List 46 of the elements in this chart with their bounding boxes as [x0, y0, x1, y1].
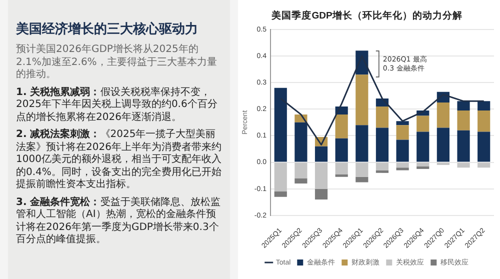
bar	[478, 162, 490, 168]
bar	[396, 168, 409, 170]
bar	[335, 138, 348, 162]
bar	[457, 101, 470, 110]
bar	[356, 176, 368, 182]
bar	[376, 128, 389, 162]
bar	[396, 162, 409, 168]
bar	[457, 162, 470, 168]
bar	[314, 162, 328, 189]
bar	[478, 110, 490, 132]
bar	[457, 130, 470, 162]
text: 1. 关税拖累减弱：假设关税税率保持不变，2025年下半年因关税上调导致的约0.6个百分点的增长拖累将在2026年逐渐消退。	[16, 86, 218, 124]
bar	[376, 106, 389, 128]
bar	[294, 162, 308, 178]
chart-title: 美国季度GDP增长（环比年化）的动力分解	[270, 9, 462, 22]
text: 美国经济增长的三大核心驱动力	[16, 20, 199, 38]
bar	[274, 162, 287, 192]
bar	[274, 192, 287, 197]
bar	[356, 125, 368, 162]
bar	[335, 162, 348, 174]
text: 2. 减税法案刺激：《2025年一揽子大型美丽法案》预计将在2026年上半年为消费者带来约1000亿美元的额外退税，相当于可支配年收入的0.4%。同时，设备支出的完全费用化已开始提振前瞻性资本支出指标。	[16, 129, 222, 192]
bar	[416, 162, 430, 166]
bar	[436, 128, 450, 162]
bar	[294, 178, 308, 184]
bar	[335, 114, 348, 138]
bar	[416, 132, 430, 162]
bar	[274, 88, 287, 162]
bar	[416, 116, 430, 132]
bar	[396, 121, 409, 126]
bar	[314, 188, 328, 200]
bar	[396, 125, 409, 140]
bar	[294, 122, 308, 162]
bar	[478, 132, 490, 162]
bar	[376, 162, 389, 170]
bar	[376, 170, 389, 173]
bar	[457, 110, 470, 130]
bar	[396, 140, 409, 162]
bar	[478, 101, 490, 110]
bar	[335, 174, 348, 177]
text: 3. 金融条件宽松：受益于美联储降息、放松监管和人工智能（AI）热潮，宽松的金融条件预计将在2026年第一季度为GDP增长带来0.3个百分点的峰值提振。	[16, 196, 222, 246]
bar	[314, 146, 328, 162]
bar	[436, 102, 450, 128]
text: 预计美国2026年GDP增长将从2025年的2.1%加速至2.6%，主要得益于三大基本力量的推动。	[16, 44, 218, 82]
bar	[356, 162, 368, 177]
bar	[416, 166, 430, 169]
bar	[356, 74, 368, 126]
